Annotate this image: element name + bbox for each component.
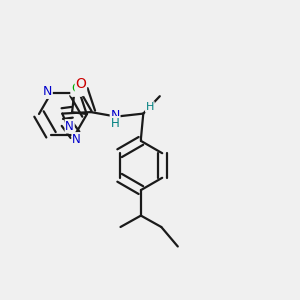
Text: N: N: [72, 133, 81, 146]
Text: N: N: [72, 83, 81, 96]
Text: O: O: [76, 77, 86, 91]
Text: H: H: [146, 102, 154, 112]
Text: N: N: [65, 120, 74, 133]
Text: Cl: Cl: [71, 82, 83, 95]
Text: N: N: [43, 85, 52, 98]
Text: N: N: [110, 109, 120, 122]
Text: H: H: [111, 117, 119, 130]
